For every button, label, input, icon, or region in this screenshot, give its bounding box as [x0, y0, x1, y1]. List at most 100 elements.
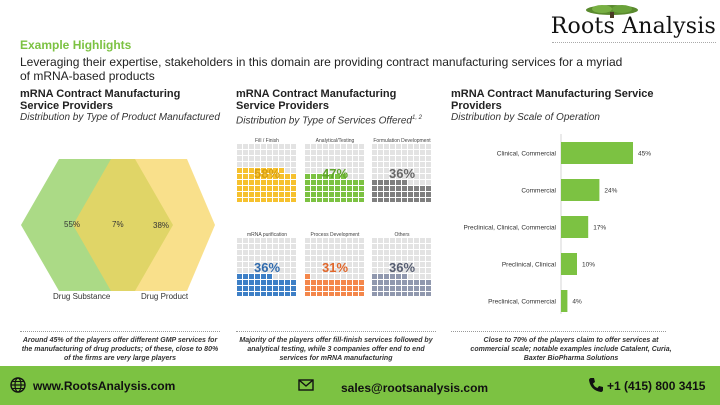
waffle-cell — [311, 192, 316, 197]
waffle-cell — [305, 156, 310, 161]
waffle-cell — [353, 256, 358, 261]
waffle-cell — [279, 156, 284, 161]
waffle-cell — [237, 168, 242, 173]
waffle-cell — [267, 274, 272, 279]
waffle-cell — [378, 280, 383, 285]
waffle-cell — [243, 250, 248, 255]
waffle-cell — [347, 186, 352, 191]
waffle-cell — [243, 168, 248, 173]
waffle-cell — [378, 274, 383, 279]
waffle-cell — [347, 292, 352, 296]
waffle-cell — [273, 274, 278, 279]
waffle-cell — [341, 292, 346, 296]
waffle-cell — [329, 268, 334, 273]
waffle-cell — [341, 198, 346, 202]
waffle-cell — [396, 150, 401, 155]
waffle-cell — [359, 150, 364, 155]
waffle-cell — [285, 150, 290, 155]
waffle-cell — [243, 150, 248, 155]
waffle-cell — [317, 262, 322, 267]
waffle-cell — [267, 280, 272, 285]
waffle-grid — [372, 238, 431, 296]
waffle-cell — [396, 162, 401, 167]
waffle-cell — [255, 268, 260, 273]
waffle-cell — [384, 168, 389, 173]
waffle-cell — [285, 180, 290, 185]
waffle-cell — [384, 186, 389, 191]
waffle-cell — [279, 198, 284, 202]
divider — [236, 331, 436, 332]
waffle-cell — [285, 198, 290, 202]
waffle-cell — [311, 198, 316, 202]
waffle-cell — [390, 268, 395, 273]
divider — [451, 331, 666, 332]
waffle-cell — [347, 144, 352, 149]
waffle-cell — [323, 244, 328, 249]
waffle-cell — [317, 180, 322, 185]
waffle-cell — [402, 268, 407, 273]
tree-icon — [586, 5, 638, 18]
waffle-cell — [396, 256, 401, 261]
waffle-cell — [329, 256, 334, 261]
waffle-cell — [378, 162, 383, 167]
waffle-cell — [305, 150, 310, 155]
waffle-cell — [359, 286, 364, 291]
waffle-cell — [420, 192, 425, 197]
waffle-cell — [420, 156, 425, 161]
waffle-grid — [372, 144, 431, 202]
waffle-cell — [372, 198, 377, 202]
waffle-cell — [335, 198, 340, 202]
venn-diagram — [21, 159, 215, 291]
panel-title: mRNA Contract Manufacturing Service Prov… — [236, 88, 397, 112]
waffle-cell — [273, 268, 278, 273]
waffle-cell — [402, 280, 407, 285]
waffle-cell — [237, 292, 242, 296]
waffle-cell — [237, 162, 242, 167]
waffle-cell — [261, 238, 266, 243]
waffle-cell — [237, 286, 242, 291]
waffle-cell — [267, 144, 272, 149]
waffle-cell — [273, 180, 278, 185]
waffle-cell — [402, 168, 407, 173]
waffle-cell — [285, 186, 290, 191]
waffle-cell — [311, 292, 316, 296]
waffle-cell — [335, 250, 340, 255]
waffle-cell — [378, 192, 383, 197]
waffle-cell — [243, 156, 248, 161]
waffle-cell — [390, 280, 395, 285]
waffle-cell — [341, 244, 346, 249]
waffle-cell — [402, 238, 407, 243]
waffle-cell — [311, 256, 316, 261]
waffle-cell — [420, 292, 425, 296]
waffle-cell — [273, 162, 278, 167]
waffle-cell — [305, 192, 310, 197]
waffle-cell — [273, 144, 278, 149]
waffle-cell — [279, 286, 284, 291]
waffle-cell — [237, 144, 242, 149]
waffle-cell — [323, 268, 328, 273]
waffle-cell — [285, 156, 290, 161]
waffle-value-label: 31% — [321, 260, 349, 275]
waffle-cell — [255, 238, 260, 243]
email-link[interactable]: sales@rootsanalysis.com — [341, 381, 489, 395]
waffle-cell — [359, 144, 364, 149]
panel-title: mRNA Contract Manufacturing Service Prov… — [451, 88, 654, 112]
waffle-cell — [249, 250, 254, 255]
waffle-cell — [335, 174, 340, 179]
phone-number[interactable]: +1 (415) 800 3415 — [607, 379, 706, 393]
waffle-cell — [255, 256, 260, 261]
bar — [561, 142, 633, 164]
waffle-cell — [359, 238, 364, 243]
waffle-cell — [390, 238, 395, 243]
bar-chart: Clinical, Commercial 45% Commercial 24% Prec… — [464, 134, 651, 314]
footer-bar: www.RootsAnalysis.com sales@rootsanalysi… — [0, 366, 720, 405]
waffle-cell — [261, 250, 266, 255]
waffle-cell — [420, 162, 425, 167]
waffle-cell — [384, 150, 389, 155]
waffle-cell — [329, 192, 334, 197]
website-link[interactable]: www.RootsAnalysis.com — [33, 379, 176, 393]
waffle-cell — [267, 162, 272, 167]
waffle-cell — [426, 286, 431, 291]
waffle-cell — [402, 186, 407, 191]
waffle-cell — [317, 144, 322, 149]
